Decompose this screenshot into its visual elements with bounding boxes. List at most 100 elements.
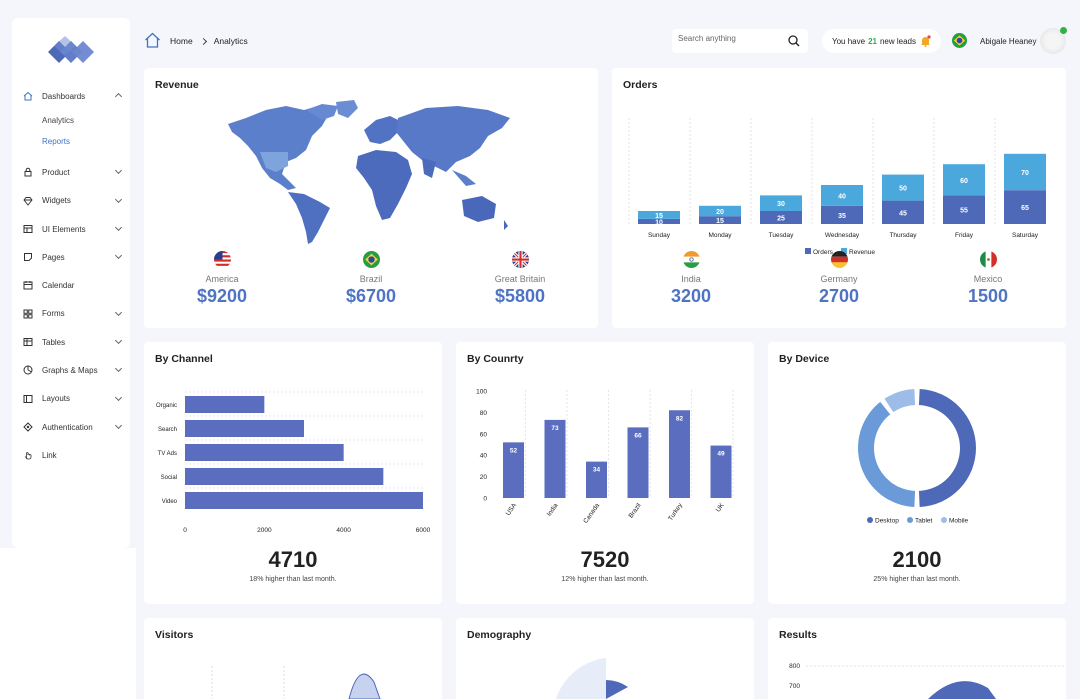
- x-tick-label: Wednesday: [825, 232, 860, 239]
- chevron-down-icon: [114, 252, 123, 260]
- search-box: [672, 29, 808, 53]
- bar-value-label: 30: [777, 201, 785, 208]
- stat-brazil: Brazil $6700: [311, 251, 431, 307]
- bar-value-label: 52: [510, 447, 518, 454]
- card-title: Revenue: [155, 79, 199, 91]
- sidebar-item-graphs-maps[interactable]: Graphs & Maps: [12, 356, 130, 384]
- breadcrumb-current: Analytics: [213, 36, 248, 46]
- bar-value-label: 45: [899, 210, 907, 217]
- x-tick-label: Canada: [582, 502, 601, 525]
- bar-value-label: 25: [777, 216, 785, 223]
- world-map[interactable]: [226, 100, 516, 246]
- stat-value: 1500: [967, 286, 1009, 306]
- user-name[interactable]: Abigale Heaney: [980, 37, 1037, 46]
- sidebar-item-ui-elements[interactable]: UI Elements: [12, 215, 130, 243]
- x-tick-label: Turkey: [667, 502, 684, 523]
- chevron-down-icon: [114, 223, 123, 231]
- bar-value-label: 66: [634, 432, 642, 439]
- leads-count: 21: [868, 36, 877, 46]
- us-flag-icon: [213, 251, 231, 268]
- donut-slice-mobile: [884, 389, 916, 413]
- stat-value: $5800: [494, 286, 546, 306]
- avatar[interactable]: [1040, 27, 1067, 54]
- y-tick-label: Video: [162, 499, 178, 505]
- leads-notification[interactable]: You have 21 new leads: [822, 29, 942, 53]
- chevron-down-icon: [114, 167, 123, 175]
- bar-orders: [760, 211, 802, 224]
- bell-icon[interactable]: [920, 35, 931, 47]
- mexico-flag-icon: [979, 251, 997, 268]
- chevron-down-icon: [114, 421, 123, 430]
- sidebar-item-widgets[interactable]: Widgets: [12, 187, 130, 215]
- lock-icon: [23, 167, 33, 177]
- sidebar-item-label: UI Elements: [42, 224, 86, 234]
- germany-flag-icon: [830, 251, 848, 268]
- leads-suffix: new leads: [879, 36, 917, 46]
- sidebar-item-label: Link: [42, 450, 57, 460]
- breadcrumb-home[interactable]: Home: [170, 36, 193, 46]
- country-total: 7520: [580, 547, 630, 572]
- card-title: By Channel: [155, 353, 213, 365]
- x-tick-label: 4000: [336, 527, 351, 532]
- sidebar-item-forms[interactable]: Forms: [12, 300, 130, 328]
- bar-orders: [821, 205, 863, 224]
- sidebar-item-authentication[interactable]: Authentication: [12, 413, 130, 441]
- bar-value-label: 40: [838, 193, 846, 200]
- home-icon: [23, 91, 33, 101]
- bar-value-label: 55: [960, 208, 968, 215]
- bar: [710, 445, 732, 498]
- stat-country: India: [681, 274, 701, 284]
- bar-value-label: 70: [1021, 170, 1029, 177]
- donut-slice-desktop: [918, 389, 976, 507]
- sidebar-subitem-analytics[interactable]: Analytics: [42, 116, 75, 126]
- card-title: Results: [779, 629, 817, 641]
- x-tick-label: USA: [505, 502, 519, 518]
- y-tick-label: 700: [789, 683, 800, 690]
- sidebar-item-product[interactable]: Product: [12, 158, 130, 186]
- channel-subtext: 18% higher than last month.: [249, 576, 337, 583]
- card-title: Demography: [467, 629, 532, 641]
- bar: [185, 492, 423, 509]
- brand-logo: [48, 36, 94, 63]
- device-total: 2100: [892, 547, 942, 572]
- sidebar-item-link[interactable]: Link: [12, 441, 130, 469]
- chevron-up-icon: [114, 92, 123, 101]
- search-input[interactable]: [678, 34, 778, 43]
- bar-value-label: 15: [716, 218, 724, 225]
- card-title: Orders: [623, 79, 658, 91]
- sidebar-item-layouts[interactable]: Layouts: [12, 385, 130, 413]
- sidebar-item-calendar[interactable]: Calendar: [12, 271, 130, 299]
- bar-value-label: 34: [593, 467, 601, 474]
- legend-label: Desktop: [875, 518, 899, 525]
- bar-value-label: 73: [551, 425, 559, 432]
- bar-revenue: [1004, 153, 1046, 191]
- bar-value-label: 50: [899, 186, 907, 193]
- bar-orders: [638, 218, 680, 224]
- stat-great-britain: Great Britain $5800: [460, 251, 580, 307]
- uk-flag-icon: [511, 251, 529, 268]
- sidebar-item-dashboards[interactable]: Dashboards: [12, 82, 130, 110]
- donut-slice-tablet: [858, 401, 916, 507]
- x-tick-label: UK: [715, 502, 726, 514]
- bar-value-label: 49: [717, 451, 725, 458]
- visitors-chart: [211, 666, 381, 699]
- sidebar-subitem-reports[interactable]: Reports: [42, 137, 71, 147]
- search-icon[interactable]: [788, 35, 800, 47]
- home-icon[interactable]: [144, 32, 161, 48]
- x-tick-label: Tuesday: [769, 232, 794, 239]
- brazil-flag-icon[interactable]: [952, 33, 967, 48]
- y-tick-label: 100: [476, 389, 487, 396]
- revenue-card: Revenue America $9200 Brazil $6700 Great…: [144, 68, 598, 328]
- chevron-down-icon: [114, 337, 123, 345]
- bar-value-label: 15: [655, 213, 663, 220]
- bar-revenue: [882, 174, 924, 201]
- sidebar-item-pages[interactable]: Pages: [12, 243, 130, 271]
- sidebar-item-tables[interactable]: Tables: [12, 328, 130, 356]
- demography-chart: [556, 658, 628, 699]
- stat-country: Mexico: [973, 274, 1003, 284]
- bar: [185, 420, 304, 437]
- y-tick-label: 80: [480, 410, 488, 417]
- x-tick-label: 0: [183, 527, 187, 532]
- sidebar-item-label: Pages: [42, 252, 65, 262]
- chevron-down-icon: [114, 195, 123, 203]
